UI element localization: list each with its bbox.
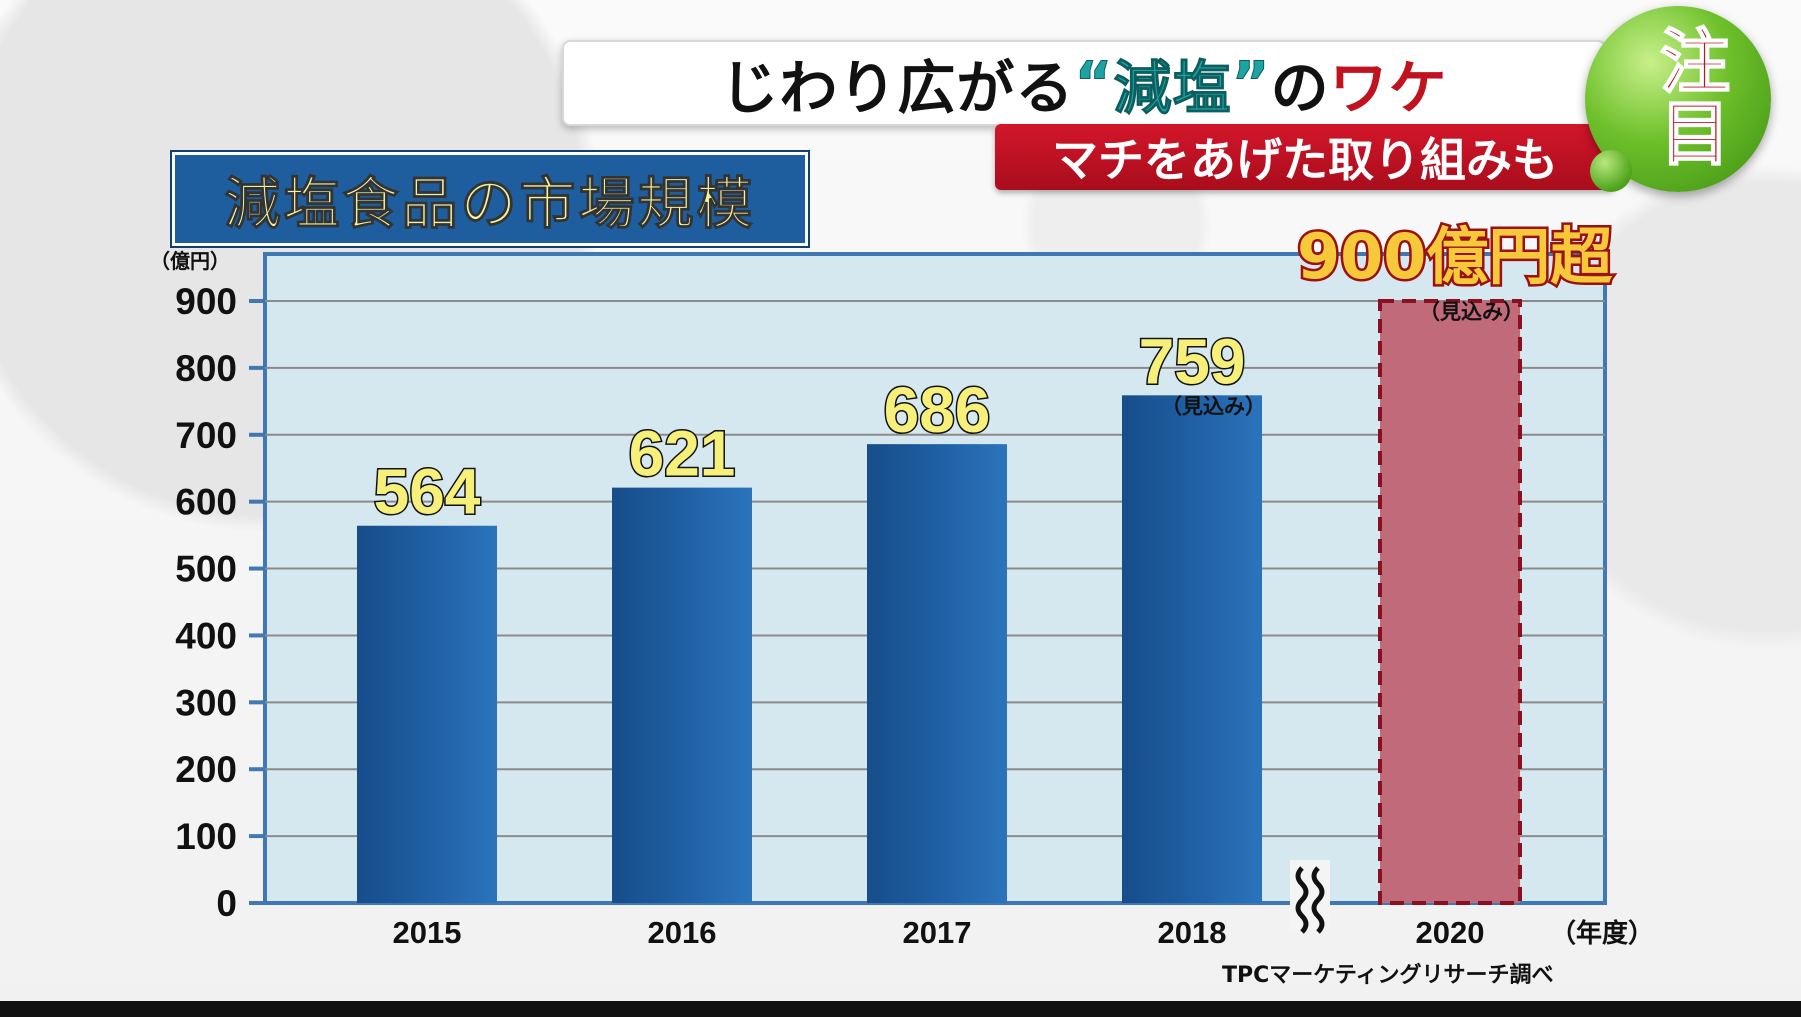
value-label: 759: [1139, 325, 1246, 397]
x-tick-label: 2020: [1416, 915, 1485, 950]
x-tick-label: 2017: [903, 915, 972, 950]
bars: [357, 299, 1522, 905]
bar-2018: [1122, 395, 1262, 903]
headline-part1: じわり広がる: [720, 54, 1075, 122]
headline-part2: の: [1270, 54, 1330, 122]
headline-close-quote: ”: [1231, 49, 1271, 118]
x-tick-label: 2015: [393, 915, 462, 950]
y-tick-label: 800: [175, 348, 237, 389]
y-tick-label: 900: [175, 281, 237, 322]
axis-break-icon: [1290, 860, 1330, 934]
y-tick-label: 100: [175, 816, 237, 857]
y-tick-label: 500: [175, 549, 237, 590]
estimate-note: （見込み）: [1161, 394, 1266, 418]
estimate-note: （見込み）: [1419, 300, 1524, 324]
source-label: TPCマーケティングリサーチ調べ: [1222, 962, 1554, 988]
bar-2015: [357, 525, 497, 903]
x-tick-labels: 2015 2016 2017 2018 2020: [393, 915, 1485, 950]
y-tick-label: 700: [175, 415, 237, 456]
y-tick-label: 300: [175, 682, 237, 723]
bar-2016: [612, 487, 752, 903]
value-label: 564: [374, 456, 481, 528]
y-tick-labels: 0 100 200 300 400 500 600 700 800 900: [175, 281, 237, 924]
headline-open-quote: “: [1074, 49, 1114, 118]
annotation-2020: 900億円超: [1297, 220, 1613, 293]
y-tick-label: 600: [175, 482, 237, 523]
value-label: 621: [629, 418, 736, 490]
y-unit-label: （億円）: [150, 249, 230, 273]
y-tick-label: 200: [175, 749, 237, 790]
x-tick-label: 2016: [648, 915, 717, 950]
headline-part3: ワケ: [1329, 54, 1448, 122]
x-unit-label: （年度）: [1550, 918, 1654, 949]
badge-orb-small: [1590, 150, 1632, 192]
badge-text: 注目: [1659, 21, 1731, 175]
y-tick-label: 400: [175, 615, 237, 656]
headline-emphasis: 減塩: [1113, 54, 1232, 123]
y-tick-label: 0: [216, 883, 237, 924]
subheadline-banner: マチをあげた取り組みも: [995, 124, 1615, 190]
bottom-bar: [0, 1001, 1801, 1017]
bar-2017: [867, 444, 1007, 903]
x-tick-label: 2018: [1158, 915, 1227, 950]
chart-title: 減塩食品の市場規模: [170, 150, 810, 248]
headline-banner: じわり広がる “減塩” のワケ: [562, 40, 1606, 126]
value-label: 686: [884, 374, 991, 446]
bar-2020-projected: [1378, 299, 1522, 905]
